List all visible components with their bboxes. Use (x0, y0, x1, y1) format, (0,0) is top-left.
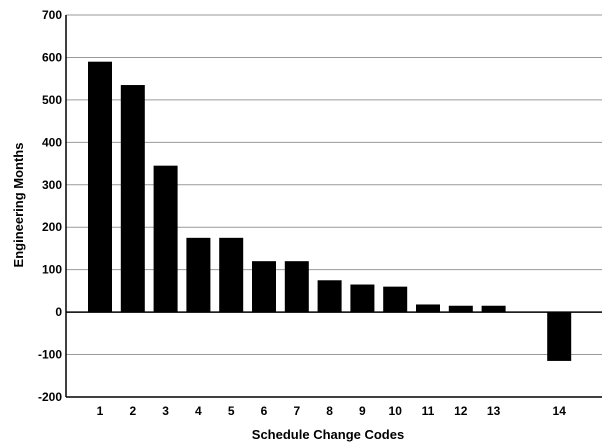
bar-code-12 (448, 305, 473, 313)
y-tick-label: 200 (42, 220, 62, 234)
x-tick-label: 3 (162, 404, 169, 418)
y-tick-label: -200 (38, 390, 62, 404)
axes (65, 15, 602, 398)
y-tick-label: -100 (38, 348, 62, 362)
bar-code-6 (252, 261, 276, 313)
y-tick-label: 700 (42, 8, 62, 22)
x-tick-label: 8 (326, 404, 333, 418)
bar-code-14 (547, 312, 572, 361)
x-tick-label: 11 (422, 404, 435, 418)
x-tick-label: 14 (553, 404, 567, 418)
y-tick-label: 400 (42, 135, 62, 149)
y-tick-label: 500 (42, 93, 62, 107)
bar-code-9 (350, 284, 375, 313)
x-tick-label: 12 (454, 404, 468, 418)
bar-code-8 (317, 280, 342, 313)
y-tick-labels: 700 600 500 400 300 200 100 0 -100 -200 (38, 8, 62, 404)
bar-code-11 (416, 304, 440, 313)
y-tick-label: 600 (42, 50, 62, 64)
bar-code-13 (481, 305, 506, 313)
bar-code-7 (284, 261, 309, 313)
x-tick-label: 4 (195, 404, 202, 418)
bar-code-10 (383, 286, 408, 313)
x-tick-label: 6 (261, 404, 268, 418)
bar-code-2 (120, 85, 145, 313)
bar-code-1 (88, 61, 112, 313)
y-tick-label: 300 (42, 178, 62, 192)
y-tick-label: 0 (55, 305, 62, 319)
x-tick-label: 2 (129, 404, 136, 418)
x-axis-title: Schedule Change Codes (252, 427, 404, 442)
bar-code-5 (219, 237, 244, 313)
bar-code-3 (153, 165, 178, 313)
x-tick-label: 13 (487, 404, 501, 418)
x-tick-labels: 1 2 3 4 5 6 7 8 9 10 11 12 13 14 (97, 404, 567, 418)
x-tick-label: 10 (389, 404, 403, 418)
x-tick-label: 7 (293, 404, 300, 418)
x-tick-label: 9 (359, 404, 366, 418)
x-tick-label: 5 (228, 404, 235, 418)
x-tick-label: 1 (97, 404, 104, 418)
y-tick-label: 100 (42, 263, 62, 277)
y-axis-title: Engineering Months (11, 143, 26, 268)
bars (88, 61, 572, 361)
bar-code-4 (186, 237, 211, 313)
